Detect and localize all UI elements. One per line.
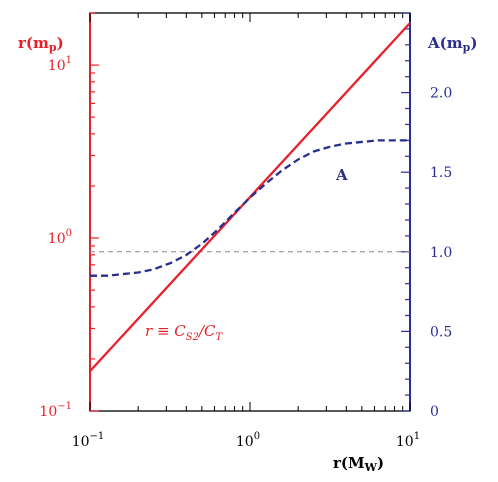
x-tick-label: 101 — [396, 431, 420, 450]
a-series-label: A — [335, 166, 348, 184]
r-series-line — [89, 22, 411, 372]
r-series-label: r ≡ CS2/CT — [145, 322, 224, 343]
right-tick-label: 1.0 — [430, 245, 452, 261]
axis-tick-labels: 10−1 100 101 10−1 100 101 0 0.5 1.0 1.5 2.0 — [39, 55, 452, 450]
right-axis-title: A(mp) — [427, 34, 477, 54]
x-axis-title: r(MW) — [333, 454, 384, 474]
right-tick-label: 2.0 — [430, 86, 452, 102]
left-tick-label: 10−1 — [39, 401, 72, 420]
plot-frame — [89, 12, 411, 412]
right-tick-label: 0.5 — [430, 324, 452, 340]
right-tick-label: 1.5 — [430, 165, 452, 181]
axis-ticks — [89, 12, 411, 412]
x-tick-label: 10−1 — [72, 431, 105, 450]
x-tick-label: 100 — [236, 431, 260, 450]
left-axis-title: r(mp) — [18, 34, 64, 54]
a-series-line — [90, 139, 410, 277]
left-tick-label: 100 — [48, 228, 72, 247]
series-layer — [89, 22, 411, 372]
right-tick-label: 0 — [430, 404, 439, 420]
left-tick-label: 101 — [48, 55, 72, 74]
